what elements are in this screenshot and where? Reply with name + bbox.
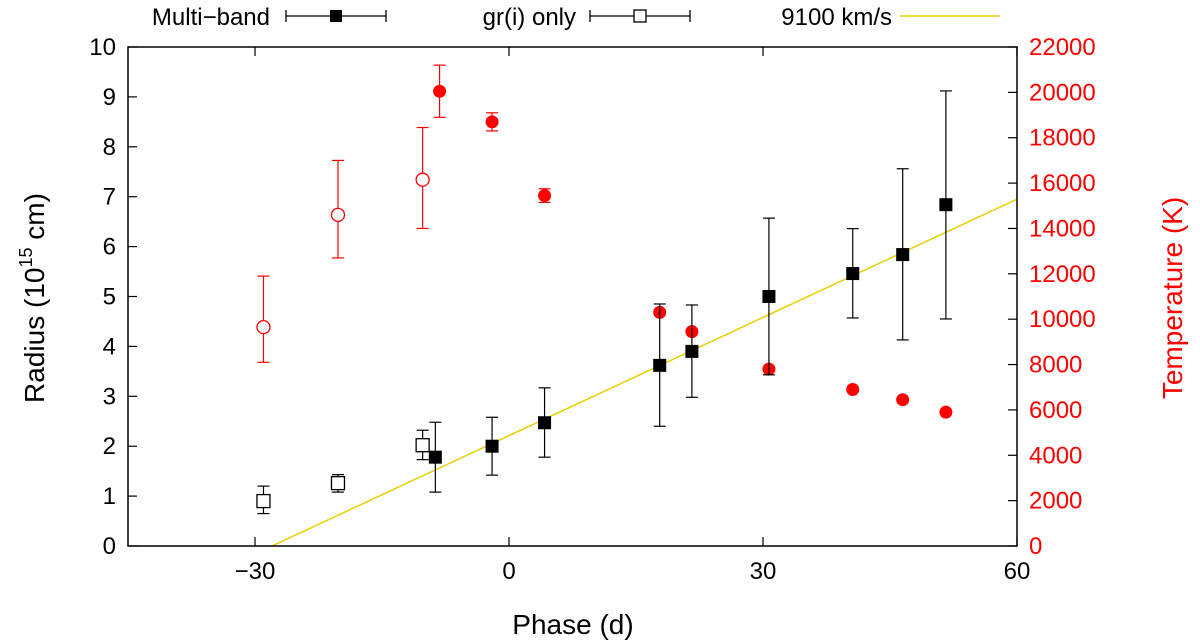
radius-multiband-point-2 xyxy=(538,416,552,430)
y-right-tick-label: 20000 xyxy=(1029,79,1096,106)
radius-multiband-point-6 xyxy=(846,267,860,281)
plot-layer: −30 0 30 6001234567891002000400060008000100… xyxy=(89,34,1095,585)
y-axis-left-label-main: Radius (10 xyxy=(19,268,50,403)
x-tick-label: 30 xyxy=(750,558,777,585)
radius-gri-point-1 xyxy=(330,475,346,491)
y-right-tick-label: 14000 xyxy=(1029,215,1096,242)
temp-filled-point-1 xyxy=(485,115,499,129)
y-left-tick-label: 4 xyxy=(103,333,116,360)
y-left-tick-label: 10 xyxy=(89,34,116,61)
radius-multiband-point-3 xyxy=(653,358,667,372)
y-left-tick-label: 6 xyxy=(103,234,116,261)
plot-frame xyxy=(127,46,1018,547)
y-right-tick-label: 10000 xyxy=(1029,306,1096,333)
y-axis-right-label: Temperature (K) xyxy=(1157,197,1188,399)
radius-multiband-point-4 xyxy=(685,344,699,358)
temp-filled-point-2 xyxy=(538,189,552,203)
y-left-tick-label: 2 xyxy=(103,433,116,460)
temp-open-point-2 xyxy=(415,172,430,187)
y-axis-left-label: Radius (1015 cm) xyxy=(16,193,50,403)
legend-label-fit-line: 9100 km/s xyxy=(781,4,892,31)
y-right-tick-label: 6000 xyxy=(1029,397,1082,424)
x-axis-label: Phase (d) xyxy=(512,609,633,640)
x-tick-label: 60 xyxy=(1004,558,1031,585)
x-tick-label: −30 xyxy=(235,558,276,585)
legend: Multi−band gr(i) only 9100 km/s xyxy=(152,4,1000,31)
temp-filled-point-8 xyxy=(939,405,953,419)
y-left-tick-label: 1 xyxy=(103,483,116,510)
temp-filled-point-6 xyxy=(846,382,860,396)
temp-open-errorbar-0 xyxy=(257,275,270,363)
radius-gri-point-0 xyxy=(256,493,271,509)
y-axis-left-label-exponent: 15 xyxy=(16,248,36,268)
legend-label-gri-only: gr(i) only xyxy=(483,4,576,31)
radius-multiband-point-7 xyxy=(896,248,910,262)
legend-label-multiband: Multi−band xyxy=(152,4,270,31)
x-tick-label: 0 xyxy=(502,558,515,585)
radius-multiband-point-0 xyxy=(428,450,442,464)
y-right-tick-label: 22000 xyxy=(1029,34,1096,61)
y-left-tick-label: 8 xyxy=(103,134,116,161)
y-left-tick-label: 3 xyxy=(103,383,116,410)
radius-gri-point-2 xyxy=(415,438,430,453)
radius-multiband-point-8 xyxy=(939,198,953,212)
y-axis-left-label-unit: cm) xyxy=(19,193,50,247)
temp-open-point-1 xyxy=(330,207,346,222)
legend-marker-multiband xyxy=(285,10,387,22)
y-right-tick-label: 18000 xyxy=(1029,125,1096,152)
y-left-tick-label: 7 xyxy=(103,184,116,211)
y-left-tick-label: 0 xyxy=(103,533,116,560)
fit-line-9100-kms xyxy=(271,198,1017,546)
temp-filled-point-7 xyxy=(896,393,910,407)
y-right-tick-label: 12000 xyxy=(1029,261,1096,288)
y-right-tick-label: 16000 xyxy=(1029,170,1096,197)
radius-multiband-point-1 xyxy=(485,439,499,453)
y-left-tick-label: 5 xyxy=(103,284,116,311)
temp-open-point-0 xyxy=(256,319,271,335)
radius-multiband-point-5 xyxy=(762,290,776,303)
temp-filled-point-0 xyxy=(433,84,447,98)
y-right-tick-label: 8000 xyxy=(1029,352,1082,379)
y-right-tick-label: 0 xyxy=(1029,533,1042,560)
y-left-tick-label: 9 xyxy=(103,84,116,111)
legend-marker-gri-only xyxy=(589,9,691,23)
y-right-tick-label: 4000 xyxy=(1029,442,1082,469)
y-right-tick-label: 2000 xyxy=(1029,488,1082,515)
